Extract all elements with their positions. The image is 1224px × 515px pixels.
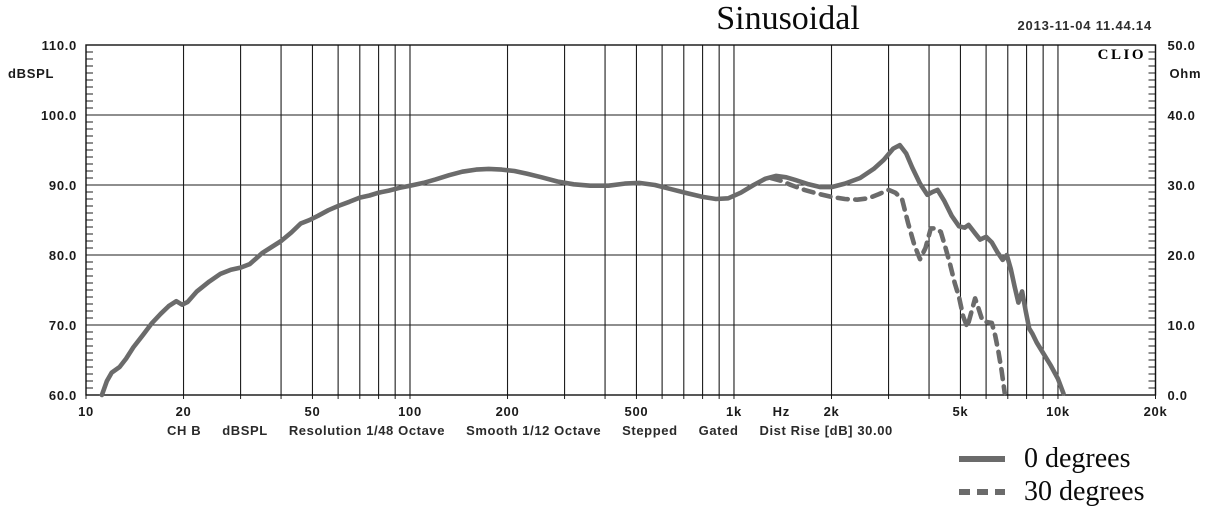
legend-label: 0 degrees bbox=[1024, 442, 1131, 474]
legend-label: 30 degrees bbox=[1024, 475, 1145, 507]
x-tick-label: 20k bbox=[1144, 404, 1168, 419]
y-left-tick-label: 80.0 bbox=[49, 248, 77, 263]
status-segment: Smooth 1/12 Octave bbox=[466, 423, 602, 438]
status-segment: Resolution 1/48 Octave bbox=[288, 423, 446, 438]
legend: 0 degrees 30 degrees bbox=[958, 442, 1208, 508]
x-tick-label: 100 bbox=[398, 404, 422, 419]
series-curve-0-degrees bbox=[99, 142, 1066, 398]
y-right-axis-unit: Ohm bbox=[1170, 66, 1202, 81]
chart-title: Sinusoidal bbox=[716, 0, 860, 37]
y-left-tick-label: 100.0 bbox=[41, 108, 77, 123]
plot-border bbox=[85, 44, 1157, 396]
x-tick-label: 10k bbox=[1046, 404, 1070, 419]
legend-item-0-degrees: 0 degrees bbox=[958, 442, 1208, 475]
series-curve-30-degrees bbox=[768, 175, 1007, 396]
status-segment: Dist Rise [dB] 30.00 bbox=[759, 423, 893, 438]
y-right-tick-label: 50.0 bbox=[1168, 38, 1196, 53]
clio-logo: CLIO bbox=[1097, 47, 1146, 63]
y-left-tick-label: 110.0 bbox=[42, 38, 77, 53]
status-segment: Stepped bbox=[622, 423, 678, 438]
y-right-tick-label: 10.0 bbox=[1168, 318, 1196, 333]
x-tick-label: 2k bbox=[824, 404, 840, 419]
x-tick-label: 1k bbox=[726, 404, 742, 419]
y-left-tick-label: 70.0 bbox=[49, 318, 77, 333]
legend-item-30-degrees: 30 degrees bbox=[958, 475, 1208, 508]
measurement-status-bar: CH B dBSPL Resolution 1/48 Octave Smooth 1/… bbox=[167, 423, 893, 438]
y-right-tick-label: 0.0 bbox=[1168, 388, 1188, 403]
y-right-tick-label: 20.0 bbox=[1168, 248, 1196, 263]
x-tick-label: 10 bbox=[78, 404, 94, 419]
measurement-timestamp: 2013-11-04 11.44.14 bbox=[1017, 18, 1152, 33]
y-right-tick-label: 30.0 bbox=[1168, 178, 1196, 193]
y-left-tick-label: 60.0 bbox=[49, 388, 77, 403]
x-tick-label: 200 bbox=[496, 404, 520, 419]
x-tick-label: 50 bbox=[305, 404, 321, 419]
x-axis-unit: Hz bbox=[773, 404, 790, 419]
x-tick-label: 20 bbox=[176, 404, 192, 419]
y-right-tick-label: 40.0 bbox=[1168, 108, 1196, 123]
solid-line-icon bbox=[959, 455, 1005, 462]
y-left-tick-label: 90.0 bbox=[49, 178, 77, 193]
status-segment: CH B bbox=[167, 423, 202, 438]
x-tick-label: 5k bbox=[953, 404, 969, 419]
dashed-line-icon bbox=[959, 488, 1005, 495]
status-segment: Gated bbox=[698, 423, 739, 438]
y-left-axis-unit: dBSPL bbox=[8, 66, 54, 81]
x-tick-label: 500 bbox=[625, 404, 649, 419]
status-segment: dBSPL bbox=[222, 423, 268, 438]
